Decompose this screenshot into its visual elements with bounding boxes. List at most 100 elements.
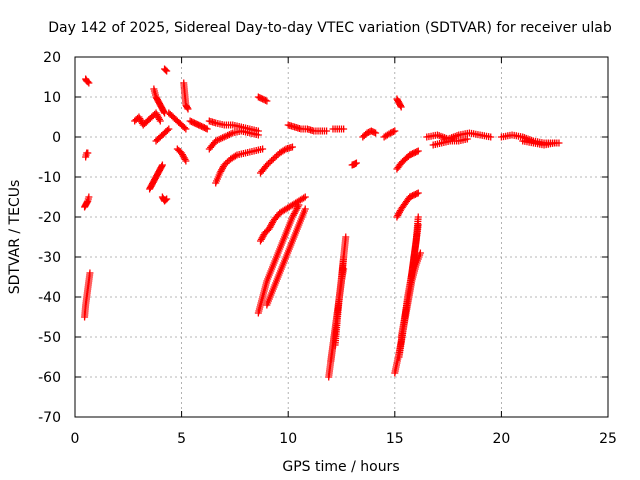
data-point: [372, 129, 380, 137]
x-tick-label: 5: [177, 431, 186, 447]
data-point: [254, 131, 262, 139]
y-tick-label: 20: [43, 50, 61, 66]
data-point: [163, 195, 171, 203]
data-point: [269, 155, 277, 163]
data-point: [413, 190, 421, 198]
data-point: [184, 105, 192, 113]
y-axis-label: SDTVAR / TECUs: [7, 180, 23, 295]
data-point: [182, 157, 190, 165]
data-point: [288, 143, 296, 151]
data-point: [397, 103, 405, 111]
data-point: [222, 160, 230, 167]
data-point: [263, 97, 271, 105]
data-point: [163, 126, 171, 134]
series-arc-28: [348, 159, 360, 169]
series-arc-02: [82, 149, 92, 161]
data-point: [385, 130, 393, 138]
series-arc-40: [519, 137, 563, 149]
data-point: [487, 133, 495, 141]
series-arc-13: [180, 79, 192, 113]
series-arc-11: [165, 109, 190, 133]
data-point: [223, 158, 231, 166]
y-tick-label: -60: [38, 370, 61, 386]
data-point: [180, 124, 188, 132]
series-arc-33: [393, 189, 422, 221]
data-layer: [81, 65, 563, 381]
data-point: [84, 78, 92, 86]
data-point: [156, 117, 164, 125]
series-arc-04: [81, 269, 94, 321]
data-point: [231, 152, 239, 160]
series-arc-18: [254, 93, 271, 105]
series-arc-08: [158, 193, 171, 205]
plot-frame: [74, 56, 609, 418]
data-point: [202, 124, 210, 132]
data-point: [263, 161, 271, 169]
y-tick-label: 10: [43, 90, 61, 106]
chart-title: Day 142 of 2025, Sidereal Day-to-day VTE…: [48, 20, 612, 36]
data-point: [300, 194, 308, 202]
x-axis-label: GPS time / hours: [282, 459, 399, 475]
data-point: [280, 146, 288, 154]
series-arc-31: [393, 95, 405, 111]
data-point: [264, 160, 272, 167]
data-point: [158, 162, 166, 170]
data-point: [555, 139, 563, 147]
y-tick-label: -10: [38, 170, 61, 186]
data-point: [163, 67, 171, 75]
data-point: [340, 125, 348, 133]
series-arc-36: [397, 221, 422, 341]
series-arc-09: [161, 65, 171, 75]
data-point: [414, 221, 422, 229]
data-point: [414, 189, 422, 197]
series-arc-21: [254, 201, 303, 317]
y-tick-label: -20: [38, 210, 61, 226]
x-tick-label: 20: [492, 431, 510, 447]
series-arc-05: [131, 109, 164, 129]
data-point: [155, 115, 163, 123]
series-arc-06: [150, 85, 169, 117]
series-arc-20: [256, 193, 309, 245]
data-point: [162, 196, 170, 204]
series-arc-23: [284, 121, 331, 135]
data-point: [158, 161, 166, 169]
data-point: [181, 155, 189, 163]
data-point: [84, 149, 92, 157]
series-arc-19: [256, 143, 296, 177]
series-arc-17: [212, 145, 267, 187]
data-point: [301, 193, 309, 201]
data-point: [352, 159, 360, 167]
data-point: [389, 128, 397, 136]
series-arc-10: [152, 125, 173, 145]
data-point: [391, 127, 399, 135]
data-point: [370, 128, 378, 136]
x-tick-label: 0: [71, 431, 80, 447]
series-arc-16: [205, 127, 262, 153]
series-arc-12: [173, 145, 190, 165]
series-arc-25: [327, 253, 348, 365]
data-point: [396, 102, 404, 110]
series-arc-26: [331, 233, 350, 349]
data-point: [182, 125, 190, 133]
data-point: [261, 96, 269, 104]
x-tick-label: 15: [386, 431, 404, 447]
data-point: [323, 127, 331, 135]
x-tick-label: 10: [279, 431, 297, 447]
y-tick-label: -40: [38, 290, 61, 306]
data-point: [342, 233, 350, 241]
data-point: [271, 154, 279, 161]
series-arc-03: [81, 193, 93, 211]
data-point: [414, 213, 422, 221]
y-tick-label: -50: [38, 330, 61, 346]
data-point: [203, 125, 211, 133]
series-arc-38: [429, 135, 471, 149]
series-arc-14: [186, 117, 211, 133]
series-arc-29: [359, 127, 380, 141]
series-arc-30: [380, 127, 399, 141]
data-point: [183, 104, 191, 112]
data-point: [463, 135, 471, 143]
data-point: [413, 148, 421, 156]
data-point: [266, 158, 274, 166]
series-arc-07: [146, 161, 166, 193]
